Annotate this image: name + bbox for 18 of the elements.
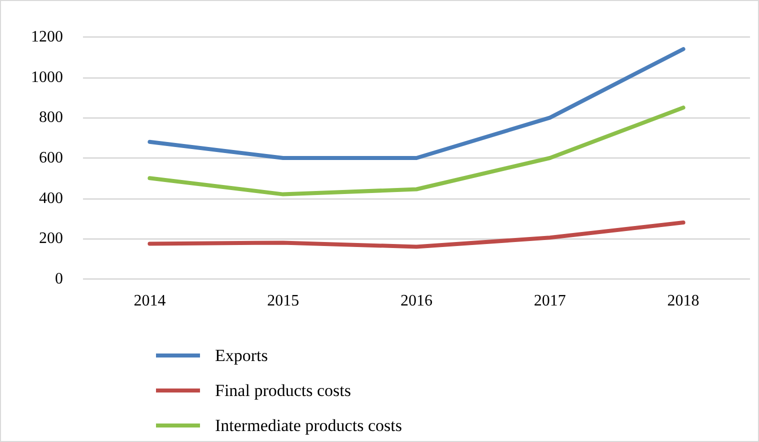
y-tick-label: 400 [39, 190, 63, 207]
y-tick-label: 0 [55, 270, 63, 288]
x-tick-label: 2017 [534, 292, 566, 310]
legend-label: Intermediate products costs [215, 416, 402, 435]
legend-label: Final products costs [215, 381, 351, 400]
y-tick-label: 1000 [31, 68, 63, 86]
x-tick-label: 2018 [667, 292, 700, 310]
legend-label: Exports [215, 346, 268, 365]
y-tick-label: 1200 [31, 28, 63, 46]
line-series [148, 220, 686, 249]
x-tick-label: 2014 [134, 292, 166, 310]
line-series [148, 106, 686, 196]
x-tick-label: 2015 [267, 292, 300, 310]
y-tick-label: 600 [39, 150, 63, 166]
y-tick-label: 200 [39, 230, 63, 248]
line-series [148, 47, 686, 160]
y-tick-label: 800 [39, 109, 63, 126]
x-tick-label: 2016 [400, 292, 432, 310]
